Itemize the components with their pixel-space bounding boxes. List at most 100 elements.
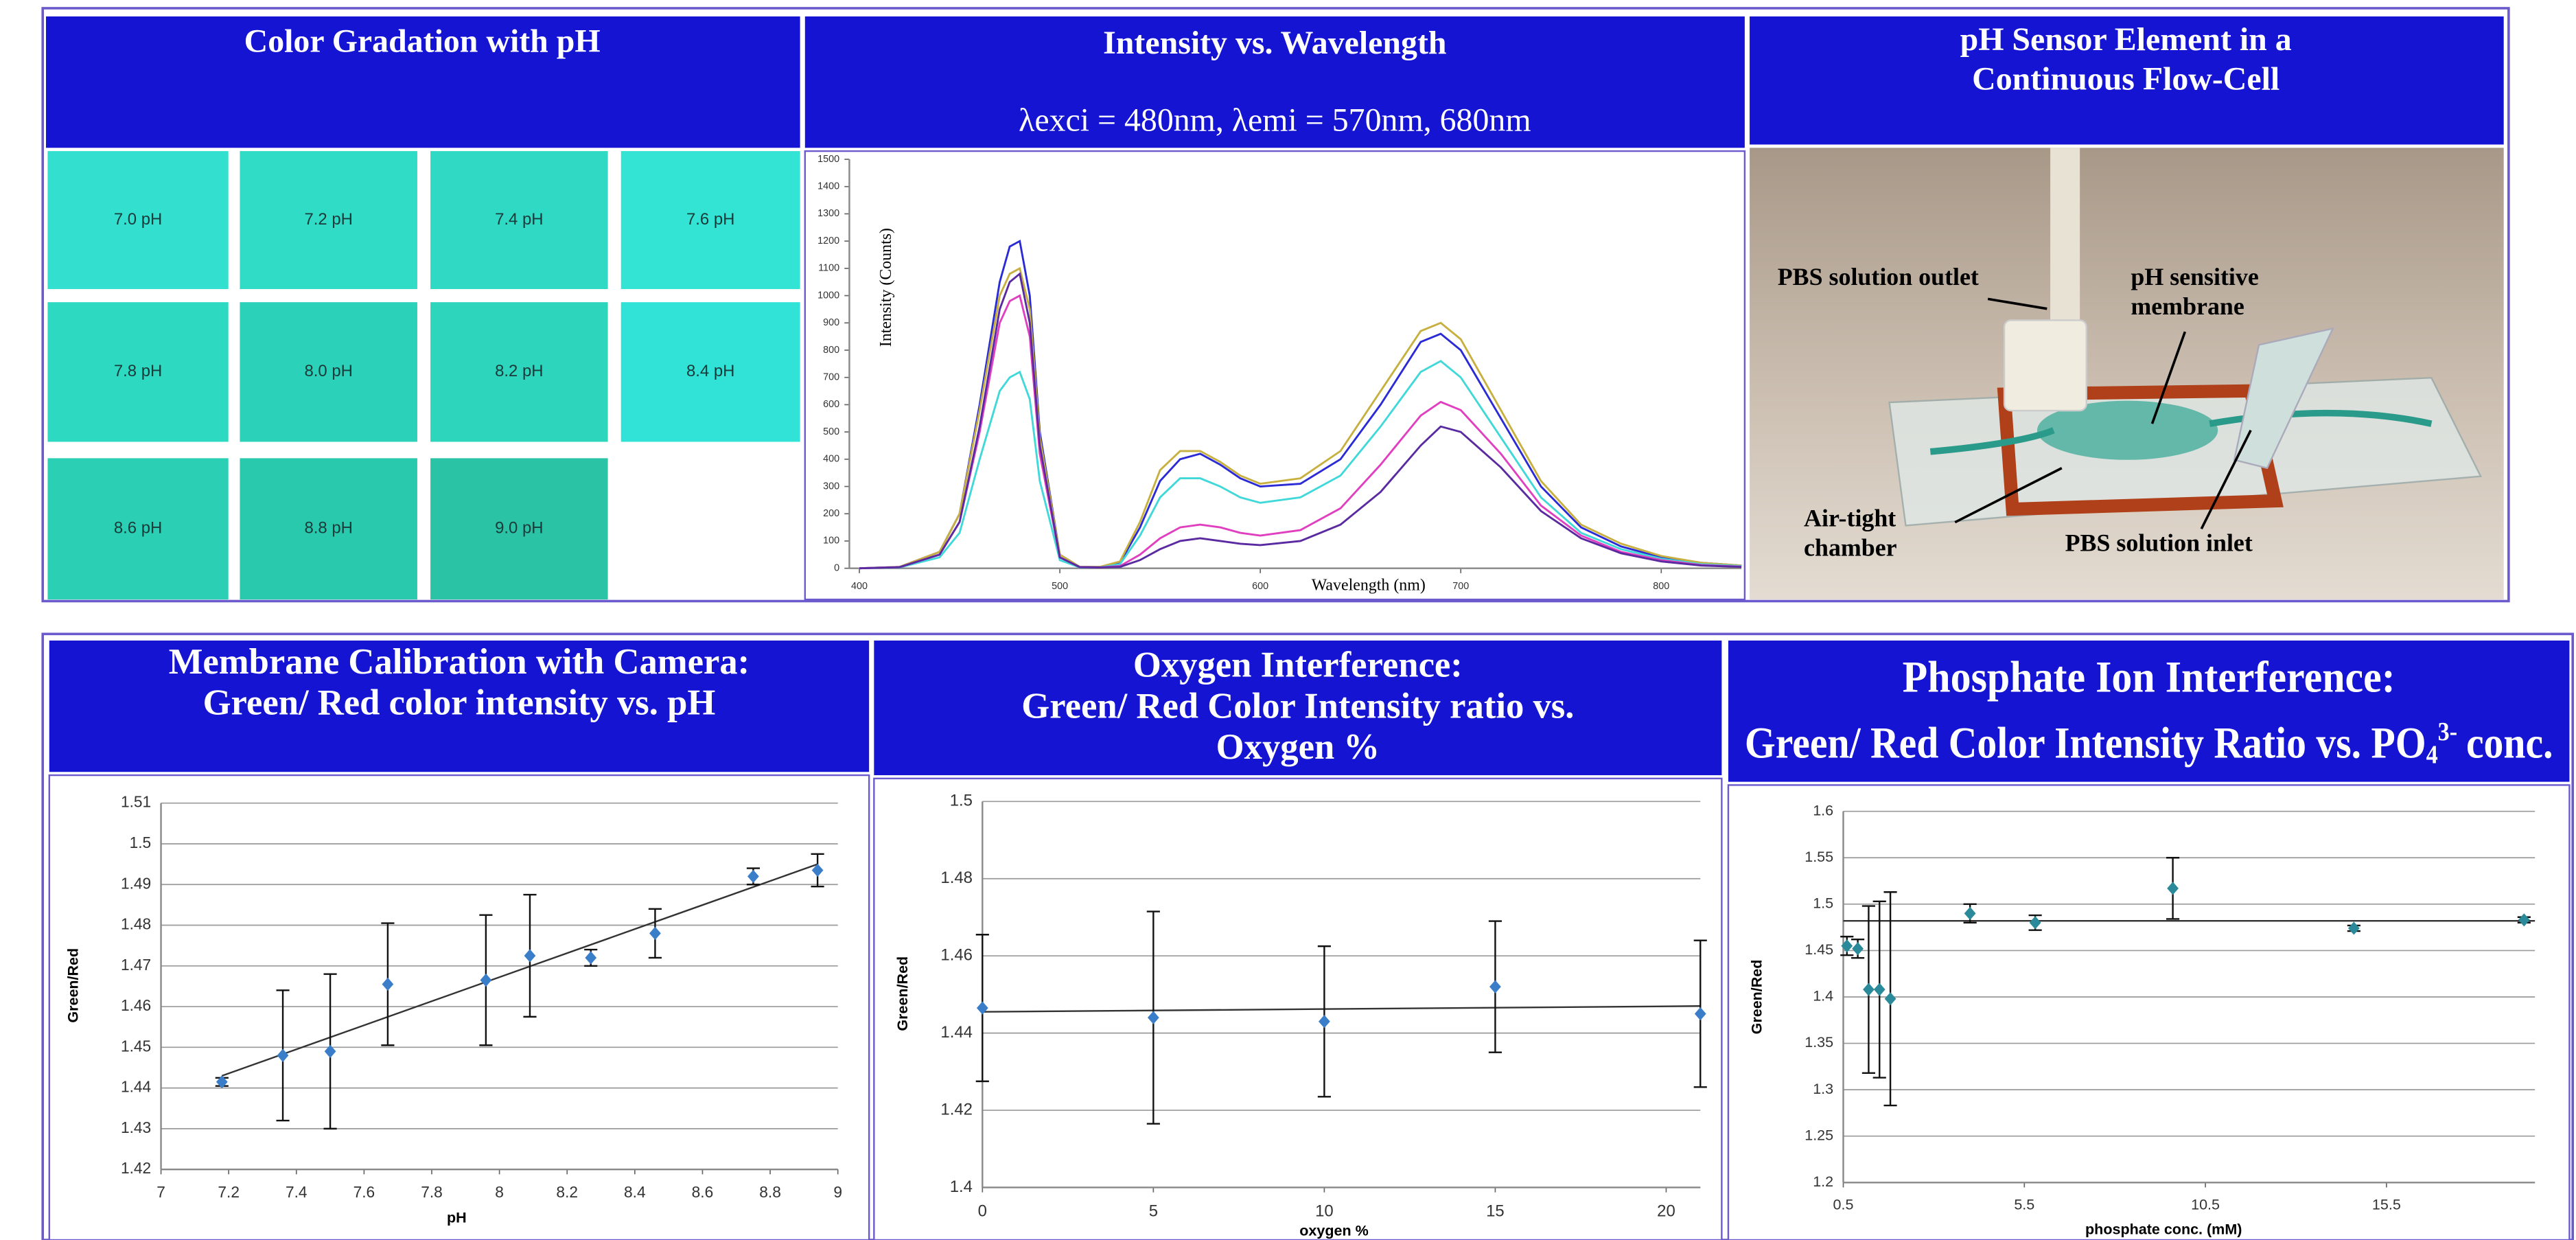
y-tick-label: 0 (834, 562, 839, 573)
y-tick-label: 1.48 (940, 869, 973, 887)
y-tick-label: 1.5 (950, 792, 973, 810)
x-tick-label: 5.5 (2014, 1196, 2034, 1213)
x-tick-label: 7.2 (218, 1183, 240, 1201)
y-tick-label: 1.55 (1805, 849, 1833, 865)
swatch-label: 8.4 pH (686, 362, 734, 380)
swatch-label: 8.0 pH (304, 362, 352, 380)
x-tick-label: 7.8 (421, 1183, 443, 1201)
y-tick-label: 1.45 (121, 1037, 151, 1055)
x-tick-label: 8.4 (624, 1183, 646, 1201)
swatch-grid: 7.0 pH 7.2 pH 7.4 pH 7.6 pH 7.8 pH 8.0 pH 8.2 … (47, 151, 800, 599)
swatch-label: 7.0 pH (114, 210, 162, 229)
x-axis-label: pH (447, 1210, 467, 1226)
x-tick-label: 8.8 (759, 1183, 781, 1201)
y-tick-label: 1400 (817, 181, 839, 192)
swatch-label: 7.2 pH (304, 210, 352, 229)
y-tick-label: 1.42 (121, 1159, 151, 1177)
chart-title: Intensity vs. Wavelength (1103, 25, 1446, 61)
x-tick-label: 8.2 (556, 1183, 578, 1201)
y-tick-label: 1.4 (1813, 988, 1833, 1004)
x-axis-label: Wavelength (nm) (1312, 576, 1426, 594)
y-tick-label: 1.5 (1813, 895, 1833, 912)
chart-title: Phosphate Ion Interference: (1903, 652, 2395, 702)
panel-title: pH Sensor Element in a (1960, 21, 2292, 58)
x-tick-label: 15 (1486, 1202, 1505, 1221)
x-axis-label: oxygen % (1299, 1223, 1368, 1239)
y-tick-label: 1.42 (940, 1100, 973, 1118)
y-tick-label: 1500 (817, 154, 839, 165)
page: Color Gradation with pH 7.0 pH7.2 pH7.4 … (0, 0, 2576, 1240)
photo-label: chamber (1804, 534, 1897, 562)
y-tick-label: 100 (823, 536, 839, 547)
y-tick-label: 1.47 (121, 956, 151, 974)
x-tick-label: 10.5 (2191, 1196, 2220, 1213)
y-tick-label: 1300 (817, 208, 839, 219)
photo-label: Air-tight (1804, 505, 1896, 532)
x-tick-label: 8 (495, 1183, 504, 1201)
x-tick-label: 7.6 (353, 1183, 375, 1201)
x-tick-label: 0 (978, 1202, 987, 1221)
title-text: Green/ Red Color Intensity Ratio vs. PO (1745, 717, 2426, 767)
y-tick-label: 1.45 (1805, 941, 1833, 958)
y-tick-label: 1.4 (950, 1178, 973, 1196)
y-tick-label: 1.25 (1805, 1127, 1833, 1143)
swatch-label: 7.8 pH (114, 362, 162, 380)
x-tick-label: 600 (1252, 581, 1268, 592)
y-tick-label: 1.46 (940, 945, 973, 964)
x-tick-label: 7.4 (286, 1183, 308, 1201)
y-tick-label: 900 (823, 317, 839, 328)
x-tick-label: 700 (1452, 581, 1469, 592)
photo-label: PBS solution inlet (2065, 529, 2253, 556)
y-tick-label: 1.6 (1813, 802, 1833, 818)
pipette (2050, 148, 2080, 328)
x-tick-label: 400 (851, 581, 868, 592)
chart-title: Membrane Calibration with Camera: (169, 642, 750, 682)
y-tick-label: 400 (823, 454, 839, 465)
y-tick-label: 1.44 (940, 1023, 973, 1042)
x-tick-label: 7 (156, 1183, 165, 1201)
x-tick-label: 5 (1149, 1202, 1158, 1221)
y-tick-label: 1.5 (130, 834, 152, 851)
x-tick-label: 9 (833, 1183, 842, 1201)
chart-background (1728, 785, 2569, 1240)
chart-background (805, 151, 1745, 599)
chart-title: Green/ Red color intensity vs. pH (203, 683, 716, 723)
y-tick-label: 600 (823, 399, 839, 410)
swatch-label: 7.6 pH (686, 210, 734, 229)
y-axis-label: Green/Red (1749, 960, 1765, 1035)
y-tick-label: 1200 (817, 236, 839, 246)
chart-title: Oxygen Interference: (1133, 645, 1463, 685)
y-tick-label: 200 (823, 508, 839, 519)
x-tick-label: 15.5 (2372, 1196, 2401, 1213)
x-tick-label: 800 (1653, 581, 1669, 592)
x-tick-label: 10 (1315, 1202, 1334, 1221)
y-axis-label: Green/Red (65, 948, 81, 1023)
x-tick-label: 8.6 (692, 1183, 714, 1201)
photo-label: membrane (2131, 292, 2244, 320)
y-tick-label: 800 (823, 345, 839, 356)
chart-subtitle: λexci = 480nm, λemi = 570nm, 680nm (1019, 102, 1531, 138)
swatch-label: 8.2 pH (495, 362, 543, 380)
y-tick-label: 1.35 (1805, 1034, 1833, 1050)
x-tick-label: 0.5 (1833, 1196, 1854, 1213)
swatch-label: 7.4 pH (495, 210, 543, 229)
y-tick-label: 1.2 (1813, 1173, 1833, 1190)
swatch-label: 8.8 pH (304, 519, 352, 538)
y-axis-label: Intensity (Counts) (877, 228, 895, 347)
y-tick-label: 1.43 (121, 1118, 151, 1136)
flow-cell-photo: PBS solution outlet pH sensitive membran… (1750, 148, 2504, 599)
swatch-label: 9.0 pH (495, 519, 543, 538)
x-tick-label: 20 (1657, 1202, 1675, 1221)
panel-title: Continuous Flow-Cell (1972, 61, 2279, 97)
y-tick-label: 1.51 (121, 793, 151, 811)
y-tick-label: 1.3 (1813, 1081, 1833, 1097)
y-tick-label: 300 (823, 481, 839, 492)
y-tick-label: 500 (823, 426, 839, 437)
y-tick-label: 1.49 (121, 874, 151, 892)
chart-background (49, 775, 869, 1240)
y-tick-label: 1.44 (121, 1078, 151, 1096)
title-sup: 3- (2438, 717, 2457, 746)
chart-title: Green/ Red Color Intensity ratio vs. (1021, 686, 1574, 726)
x-axis-label: phosphate conc. (mM) (2085, 1221, 2242, 1237)
y-tick-label: 1.48 (121, 915, 151, 933)
